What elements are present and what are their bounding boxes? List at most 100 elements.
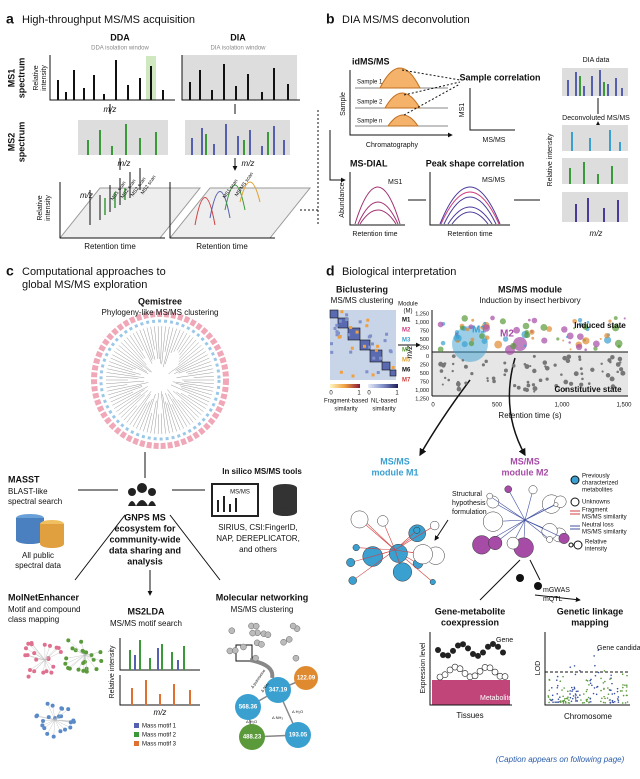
gene-candidate-text: Gene candidate bbox=[597, 645, 640, 652]
network-edge bbox=[27, 654, 46, 661]
heatmap-cell bbox=[378, 356, 382, 360]
tree-branch bbox=[160, 391, 166, 434]
scatter-point bbox=[481, 338, 488, 345]
network-edge bbox=[84, 654, 97, 670]
network-edge bbox=[66, 654, 86, 659]
scatter-point bbox=[565, 335, 569, 339]
yticks-text: 250 bbox=[420, 362, 429, 368]
lod-point bbox=[603, 688, 605, 690]
tree-branch bbox=[110, 391, 134, 403]
ms1-spectrum-text: MS1 bbox=[6, 69, 16, 88]
scatter-point bbox=[590, 367, 595, 372]
mz-3d-text: m/z bbox=[80, 191, 93, 200]
dia-window-text: DIA isolation window bbox=[210, 46, 266, 52]
network-node bbox=[81, 668, 86, 673]
heatmap-cell bbox=[330, 350, 334, 354]
path-shape bbox=[87, 124, 157, 155]
mz-ms1-text: m/z bbox=[104, 105, 117, 114]
scatter-point bbox=[447, 378, 451, 382]
lod-point bbox=[579, 694, 581, 696]
path-shape bbox=[570, 525, 580, 530]
lod-point bbox=[556, 684, 559, 687]
masst-sub-text: BLAST-like bbox=[8, 487, 48, 496]
lod-point bbox=[551, 694, 554, 697]
network-node bbox=[429, 579, 436, 586]
lod-point bbox=[604, 702, 607, 704]
dia-text: DIA bbox=[230, 32, 246, 42]
tree-branch bbox=[136, 331, 153, 364]
letter-text: c bbox=[6, 263, 14, 279]
network-edge bbox=[394, 525, 435, 551]
network-node bbox=[84, 669, 89, 674]
lod-point bbox=[591, 684, 593, 687]
scatter-point bbox=[533, 390, 536, 393]
legend-fragment-text: Fragment bbox=[582, 508, 608, 514]
samples-text: Sample 2 bbox=[357, 100, 383, 106]
path-shape bbox=[354, 186, 401, 225]
motifs-text: Mass motif 2 bbox=[142, 733, 177, 739]
network-node bbox=[528, 485, 538, 495]
scatter-point bbox=[584, 348, 588, 352]
lod-point bbox=[604, 680, 606, 683]
network-edge bbox=[84, 651, 101, 656]
lod-point bbox=[593, 687, 596, 689]
deltas-text: Δ H₂O bbox=[292, 709, 303, 714]
path-shape bbox=[128, 500, 156, 506]
tree-branch bbox=[180, 392, 206, 409]
nl-sim-text: NL-based bbox=[371, 399, 397, 405]
insilico-text: In silico MS/MS tools bbox=[222, 467, 302, 476]
tree-branch bbox=[108, 384, 143, 396]
network-node bbox=[76, 667, 81, 672]
path-shape bbox=[379, 67, 421, 89]
sample-correlation-text: Sample correlation bbox=[459, 72, 540, 82]
scatter-point bbox=[609, 376, 615, 382]
m2-title-text: module M2 bbox=[501, 467, 548, 477]
tree-branch bbox=[112, 386, 148, 406]
lod-point bbox=[594, 674, 597, 677]
gene-text: Gene bbox=[496, 637, 513, 644]
heatmap-cell bbox=[365, 324, 369, 328]
peak-shape-text: Peak shape correlation bbox=[426, 158, 525, 168]
tree-branch bbox=[126, 337, 144, 359]
lod-point bbox=[607, 687, 609, 689]
lod-point bbox=[616, 687, 619, 690]
lod-point bbox=[588, 701, 591, 703]
lod-point bbox=[580, 699, 582, 701]
expression-dot bbox=[490, 641, 496, 648]
lod-point bbox=[626, 701, 629, 703]
rel-intensity-text: Relative intensity bbox=[547, 133, 554, 186]
lod-point bbox=[559, 680, 562, 683]
circle-shape bbox=[239, 724, 265, 750]
scatter-point bbox=[579, 367, 583, 371]
network-edge bbox=[524, 489, 534, 521]
network-node bbox=[412, 544, 433, 565]
scatter-point bbox=[483, 321, 487, 325]
heatmap-cell bbox=[369, 334, 373, 338]
circle-shape bbox=[148, 488, 156, 496]
tree-branch bbox=[164, 392, 181, 431]
scatter-point bbox=[563, 379, 569, 385]
network-node bbox=[504, 485, 512, 493]
lod-point bbox=[611, 699, 614, 702]
lod-point bbox=[610, 674, 612, 677]
tree-branch bbox=[172, 390, 202, 415]
yticks-text: 1,000 bbox=[415, 388, 429, 394]
network-edge bbox=[356, 547, 396, 551]
lod-point bbox=[569, 690, 571, 692]
tree-branch bbox=[172, 398, 191, 425]
network-edge bbox=[36, 716, 56, 721]
lod-point bbox=[552, 701, 554, 703]
lod-point bbox=[581, 702, 584, 704]
gnps-text: data sharing and bbox=[109, 545, 181, 555]
tree-branch bbox=[172, 381, 214, 388]
network-edge bbox=[43, 659, 46, 673]
colorbar-ticks-text: 1 bbox=[395, 391, 399, 397]
lod-point bbox=[576, 696, 579, 699]
lod-point bbox=[550, 699, 553, 702]
tree-branch bbox=[109, 386, 143, 399]
lod-point bbox=[606, 697, 609, 699]
tree-branch bbox=[126, 391, 152, 423]
lod-point bbox=[555, 679, 558, 682]
lod-point bbox=[548, 679, 551, 681]
scatter-point bbox=[522, 322, 530, 330]
